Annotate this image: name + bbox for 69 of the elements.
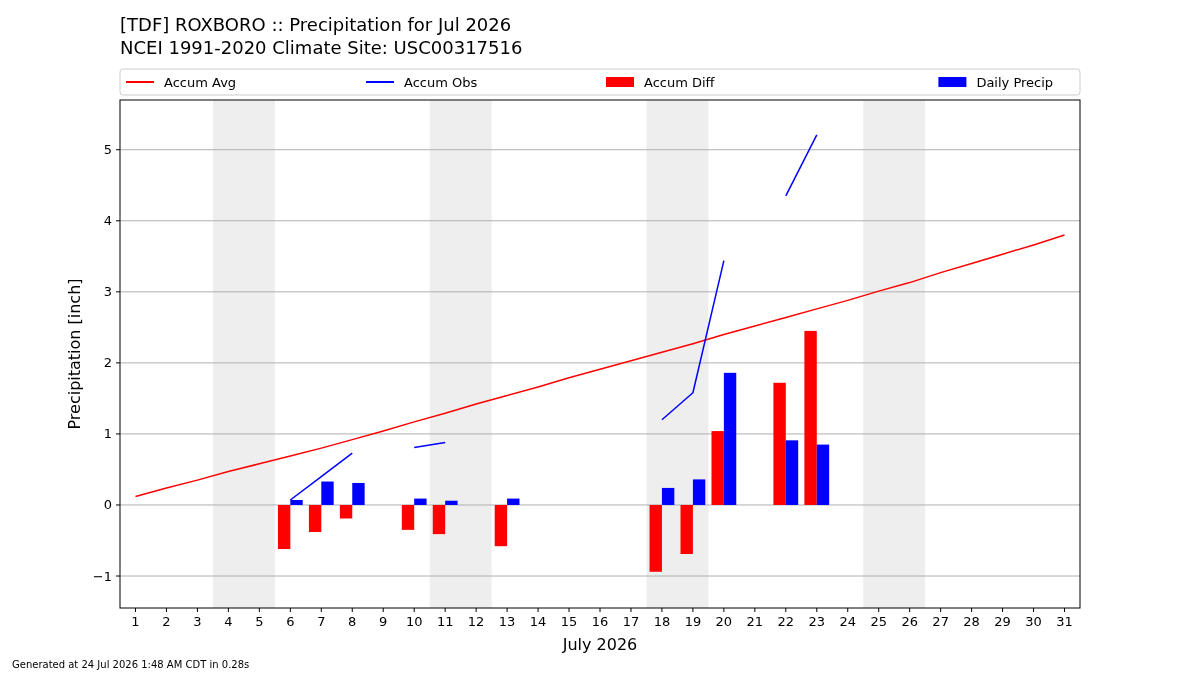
x-tick-label: 8 [348, 614, 357, 629]
x-tick-label: 22 [777, 614, 795, 629]
x-tick-label: 12 [467, 614, 485, 629]
y-axis-title: Precipitation [inch] [65, 278, 84, 430]
y-tick-label: 4 [103, 213, 112, 229]
x-tick-label: 16 [591, 614, 609, 629]
x-axis-title: July 2026 [561, 635, 638, 654]
bar [277, 504, 291, 550]
bar [723, 372, 737, 505]
legend-label: Accum Diff [644, 75, 716, 90]
bar [785, 440, 799, 505]
y-tick-label: 0 [103, 497, 112, 513]
x-tick-label: 2 [162, 614, 171, 629]
x-tick-label: 3 [193, 614, 202, 629]
x-tick-label: 14 [529, 614, 547, 629]
x-tick-label: 27 [932, 614, 949, 629]
x-tick-label: 4 [224, 614, 233, 629]
x-tick-label: 11 [436, 614, 454, 629]
y-tick-label: 2 [103, 355, 112, 371]
y-tick-label: 5 [103, 142, 112, 158]
x-tick-label: 21 [746, 614, 764, 629]
bar [804, 330, 817, 505]
line-series [134, 234, 1066, 498]
x-tick-label: 24 [839, 614, 857, 629]
y-tick-label: 1 [103, 426, 112, 442]
bar [445, 500, 458, 505]
x-tick-label: 23 [808, 614, 826, 629]
x-tick-label: 13 [498, 614, 516, 629]
bar [414, 498, 427, 505]
chart-subtitle: NCEI 1991-2020 Climate Site: USC00317516 [120, 37, 523, 58]
chart-title: [TDF] ROXBORO :: Precipitation for Jul 2026 [120, 14, 512, 35]
bar [816, 444, 830, 505]
x-tick-label: 9 [379, 614, 388, 629]
legend-label: Accum Avg [164, 75, 237, 90]
bar [321, 481, 334, 505]
x-tick-label: 18 [653, 614, 671, 629]
bar [661, 487, 675, 505]
x-tick-label: 26 [901, 614, 918, 629]
x-tick-label: 10 [405, 614, 423, 629]
bar [401, 504, 415, 530]
x-tick-label: 29 [994, 614, 1011, 629]
y-tick-label: −1 [92, 568, 112, 584]
x-tick-label: 28 [963, 614, 980, 629]
x-tick-label: 7 [317, 614, 326, 629]
text: Generated at 24 Jul 2026 1:48 AM CDT in 0.28s [12, 659, 250, 670]
legend-label: Accum Obs [404, 75, 478, 90]
bar [339, 504, 353, 519]
x-tick-label: 20 [715, 614, 733, 629]
x-tick-label: 6 [286, 614, 295, 629]
x-tick-label: 1 [131, 614, 140, 629]
bar [711, 431, 724, 505]
bar [692, 479, 706, 505]
bar [494, 504, 508, 547]
bar [507, 498, 520, 505]
bar [649, 504, 662, 572]
bar [432, 504, 446, 535]
bar [308, 504, 322, 532]
bar [680, 504, 693, 554]
x-tick-label: 17 [622, 614, 640, 629]
y-tick-label: 3 [103, 284, 112, 300]
x-tick-label: 5 [255, 614, 264, 629]
x-tick-label: 15 [560, 614, 578, 629]
bar [773, 382, 786, 505]
bar [352, 482, 365, 505]
x-tick-label: 19 [684, 614, 702, 629]
legend-label: Daily Precip [976, 75, 1054, 90]
x-tick-label: 25 [870, 614, 887, 629]
x-tick-label: 31 [1056, 614, 1073, 629]
x-tick-label: 30 [1025, 614, 1042, 629]
